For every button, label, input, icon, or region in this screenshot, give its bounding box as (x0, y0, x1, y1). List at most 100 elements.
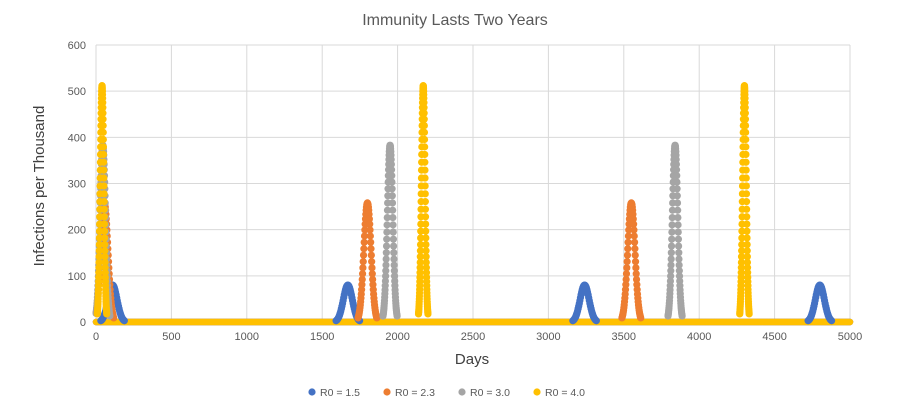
data-point (668, 221, 676, 229)
series-3 (92, 141, 686, 320)
data-point (422, 258, 430, 266)
data-point (103, 310, 111, 318)
data-point (95, 269, 103, 277)
data-point (101, 258, 109, 266)
plot-area (92, 82, 854, 326)
data-point (100, 182, 108, 190)
data-point (390, 261, 398, 269)
data-point (368, 270, 376, 278)
data-point (625, 226, 633, 234)
data-point (95, 227, 104, 235)
data-point (388, 185, 396, 193)
x-tick-label: 5000 (838, 331, 862, 343)
data-point (678, 312, 686, 320)
data-point (120, 317, 128, 325)
series-2 (92, 199, 645, 322)
data-point (420, 99, 428, 107)
data-point (422, 220, 430, 228)
data-point (99, 115, 107, 123)
data-point (743, 205, 751, 213)
data-point (368, 258, 376, 266)
data-point (100, 174, 108, 182)
data-point (382, 255, 390, 263)
data-point (630, 232, 638, 240)
data-point (743, 227, 751, 235)
data-point (417, 234, 425, 242)
x-tick-label: 4500 (762, 331, 786, 343)
data-point (737, 258, 746, 266)
data-point (422, 264, 430, 272)
data-point (359, 258, 367, 266)
data-point (667, 261, 675, 269)
series-4 (93, 82, 753, 318)
x-tick-label: 3000 (536, 331, 560, 343)
data-point (420, 104, 428, 112)
data-point (95, 234, 104, 242)
data-point (667, 249, 675, 257)
legend-label: R0 = 4.0 (545, 387, 585, 399)
legend-label: R0 = 2.3 (395, 387, 435, 399)
data-point (368, 264, 376, 272)
data-point (421, 190, 429, 198)
legend-label: R0 = 1.5 (320, 387, 360, 399)
data-point (592, 317, 600, 325)
data-point (95, 253, 103, 261)
data-point (421, 198, 429, 206)
data-point (673, 178, 681, 186)
data-point (421, 166, 429, 174)
data-point (382, 267, 390, 275)
data-point (389, 206, 397, 214)
data-point (99, 104, 107, 112)
data-point (738, 247, 746, 255)
x-tick-label: 1500 (310, 331, 334, 343)
data-point (738, 234, 746, 242)
data-point (366, 220, 374, 228)
x-tick-label: 1000 (235, 331, 259, 343)
data-point (742, 158, 750, 166)
data-point (383, 228, 391, 236)
data-point (99, 109, 107, 117)
data-point (668, 228, 676, 236)
y-tick-label: 600 (68, 40, 86, 52)
data-point (422, 247, 430, 255)
data-point (743, 213, 751, 221)
x-tick-label: 0 (93, 331, 99, 343)
series-baseline (92, 318, 854, 326)
data-point (738, 240, 746, 249)
y-tick-label: 500 (68, 86, 86, 98)
data-point (737, 269, 745, 277)
data-point (623, 251, 632, 259)
data-point (672, 166, 681, 174)
data-point (675, 249, 683, 257)
data-point (420, 121, 428, 130)
data-point (632, 264, 640, 272)
data-point (416, 258, 424, 266)
data-point (99, 143, 108, 151)
data-point (367, 245, 375, 253)
data-point (95, 264, 103, 272)
data-point (630, 220, 638, 228)
data-point (623, 264, 631, 272)
data-point (743, 253, 751, 261)
data-point (622, 281, 630, 289)
data-point (624, 232, 633, 240)
y-tick-label: 200 (68, 225, 86, 237)
y-tick-label: 0 (80, 317, 86, 329)
data-point (742, 182, 750, 190)
data-point (388, 178, 396, 186)
data-point (667, 267, 675, 275)
x-axis-title: Days (455, 351, 489, 368)
data-point (675, 242, 683, 250)
data-point (367, 238, 375, 246)
data-point (388, 199, 397, 207)
legend-marker (383, 388, 391, 396)
x-tick-label: 500 (162, 331, 180, 343)
data-point (389, 235, 398, 243)
data-point (100, 213, 108, 221)
data-point (366, 232, 374, 240)
data-point (101, 253, 109, 261)
y-tick-label: 400 (68, 132, 86, 144)
data-point (383, 206, 392, 214)
data-point (743, 234, 751, 242)
data-point (622, 270, 631, 278)
